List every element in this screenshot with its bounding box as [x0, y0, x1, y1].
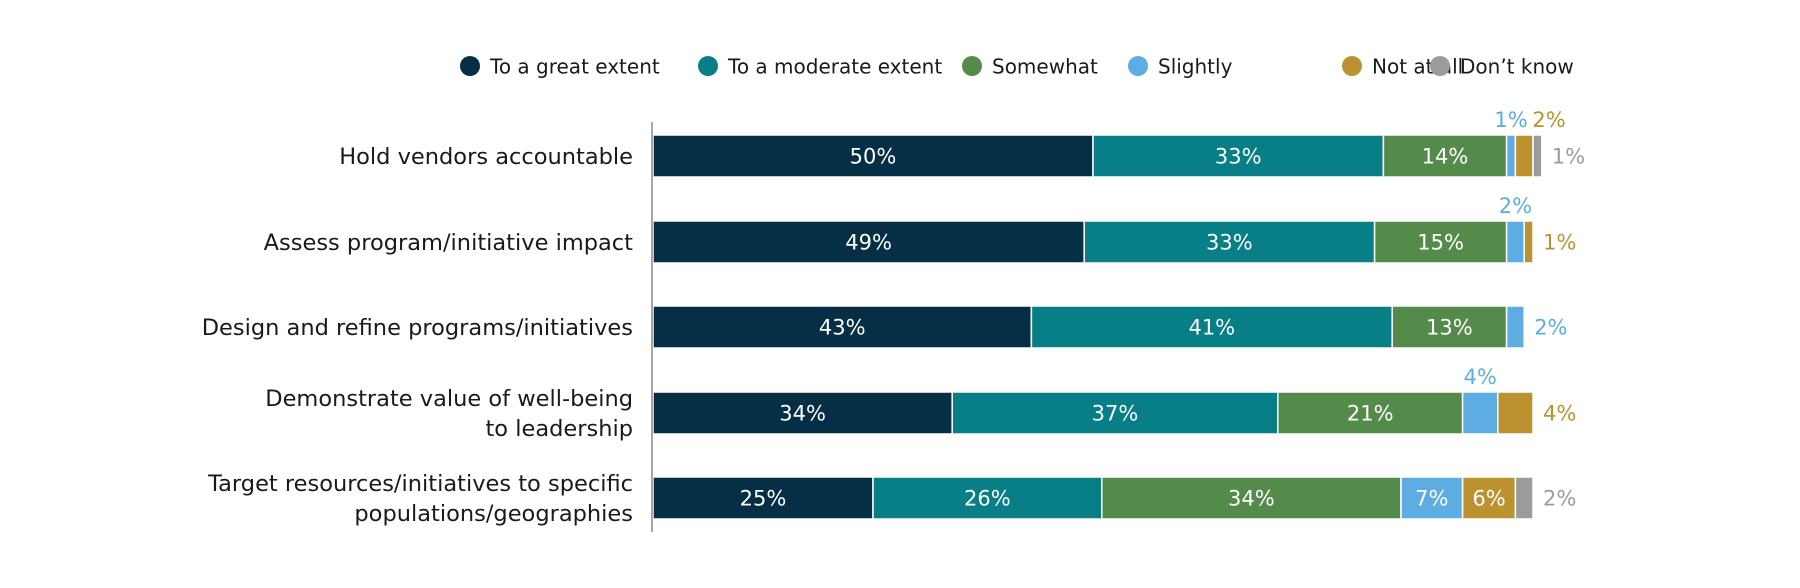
data-label-outside: 1% [1543, 231, 1576, 255]
data-label: 50% [850, 145, 897, 169]
bar-segment-not-at-all [1461, 476, 1517, 520]
legend-marker [1128, 56, 1148, 76]
data-label: 14% [1422, 145, 1469, 169]
category-label-line: populations/geographies [354, 501, 633, 527]
data-label: 34% [779, 402, 826, 426]
bar-segment-somewhat [1101, 476, 1402, 520]
bar-segment-not-at-all [1514, 134, 1534, 178]
category-label-line: to leadership [485, 416, 633, 442]
legend-item-to-a-moderate-extent: To a moderate extent [698, 55, 942, 79]
data-label: 26% [964, 487, 1011, 511]
data-label: 13% [1426, 316, 1473, 340]
data-label: 7% [1415, 487, 1448, 511]
data-label: 25% [740, 487, 787, 511]
bar-segment-not-at-all [1497, 391, 1534, 435]
data-label: 34% [1228, 487, 1275, 511]
legend-item-dont-know: Don’t know [1430, 55, 1574, 79]
data-label-outside: 2% [1499, 194, 1532, 218]
data-label-outside: 1% [1494, 108, 1527, 132]
legend-marker [1342, 56, 1362, 76]
category-label: Design and refine programs/initiatives [202, 315, 633, 341]
data-label-outside: 4% [1464, 365, 1497, 389]
data-label-outside: 2% [1534, 316, 1567, 340]
legend-marker [460, 56, 480, 76]
data-label-outside: 2% [1543, 487, 1576, 511]
legend-label: To a great extent [489, 55, 660, 79]
category-labels: Hold vendors accountable Assess program/i… [202, 144, 633, 527]
category-label-line: Target resources/initiatives to specific [207, 471, 633, 497]
category-label: Hold vendors accountable [339, 144, 633, 170]
data-label-outside: 4% [1543, 402, 1576, 426]
legend-marker [698, 56, 718, 76]
data-label: 37% [1092, 402, 1139, 426]
bar-segment-somewhat [1373, 220, 1508, 264]
category-label-line: Assess program/initiative impact [264, 230, 634, 256]
bar-segment-dont-know [1514, 476, 1534, 520]
data-label: 21% [1347, 402, 1394, 426]
bar-segment-slightly [1505, 220, 1525, 264]
bar-row-design-and-refine-programs-initiatives: 43% 41% 13% 2% [652, 305, 1568, 349]
legend-item-somewhat: Somewhat [962, 55, 1098, 79]
legend-label: Don’t know [1460, 55, 1574, 79]
data-label-outside: 2% [1532, 108, 1565, 132]
legend-marker [962, 56, 982, 76]
data-label: 33% [1215, 145, 1262, 169]
category-label: Demonstrate value of well-being to leader… [265, 386, 633, 442]
bar-segment-slightly [1505, 134, 1517, 178]
data-label-outside: 1% [1552, 145, 1585, 169]
bar-segment-dont-know [1532, 134, 1543, 178]
bar-segment-to-a-great-extent [652, 220, 1085, 264]
category-label-line: Demonstrate value of well-being [265, 386, 633, 412]
bar-row-target-resources-initiatives-to-specific-populations-geographies: 25% 26% 34% 7% 6% 2% [652, 476, 1576, 520]
category-label: Assess program/initiative impact [264, 230, 634, 256]
bar-segment-to-a-great-extent [652, 391, 953, 435]
legend-item-to-a-great-extent: To a great extent [460, 55, 660, 79]
category-label-line: Design and refine programs/initiatives [202, 315, 633, 341]
legend-item-slightly: Slightly [1128, 55, 1233, 79]
bar-row-assess-program-initiative-impact: 49% 33% 15% 2% 1% [652, 194, 1576, 264]
data-label: 6% [1472, 487, 1505, 511]
data-label: 41% [1188, 316, 1235, 340]
legend-label: Slightly [1158, 55, 1233, 79]
bar-segment-somewhat [1277, 391, 1464, 435]
bar-segment-to-a-great-extent [652, 134, 1094, 178]
category-label-line: Hold vendors accountable [339, 144, 633, 170]
category-label: Target resources/initiatives to specific… [207, 471, 633, 527]
legend: To a great extent To a moderate extent Som… [460, 55, 1574, 79]
bar-segment-to-a-moderate-extent [1030, 305, 1393, 349]
data-label: 33% [1206, 231, 1253, 255]
bar-segment-slightly [1461, 391, 1499, 435]
data-label: 43% [819, 316, 866, 340]
bar-segment-not-at-all [1523, 220, 1534, 264]
legend-marker [1430, 56, 1450, 76]
legend-label: To a moderate extent [727, 55, 942, 79]
bar-segment-slightly [1505, 305, 1525, 349]
legend-label: Somewhat [992, 55, 1098, 79]
bar-segment-to-a-moderate-extent [872, 476, 1103, 520]
bar-segment-to-a-moderate-extent [1092, 134, 1385, 178]
data-label: 15% [1417, 231, 1464, 255]
bar-row-hold-vendors-accountable: 50% 33% 14%1% 2%1% [652, 108, 1585, 178]
bars: 50% 33% 14%1% 2%1%49% 33% 15%2%1%43% 41% 13% 2%3… [652, 108, 1585, 520]
bar-row-demonstrate-value-of-well-being-to-leadership: 34% 37% 21% 4% 4% [652, 365, 1576, 435]
data-label: 49% [845, 231, 892, 255]
